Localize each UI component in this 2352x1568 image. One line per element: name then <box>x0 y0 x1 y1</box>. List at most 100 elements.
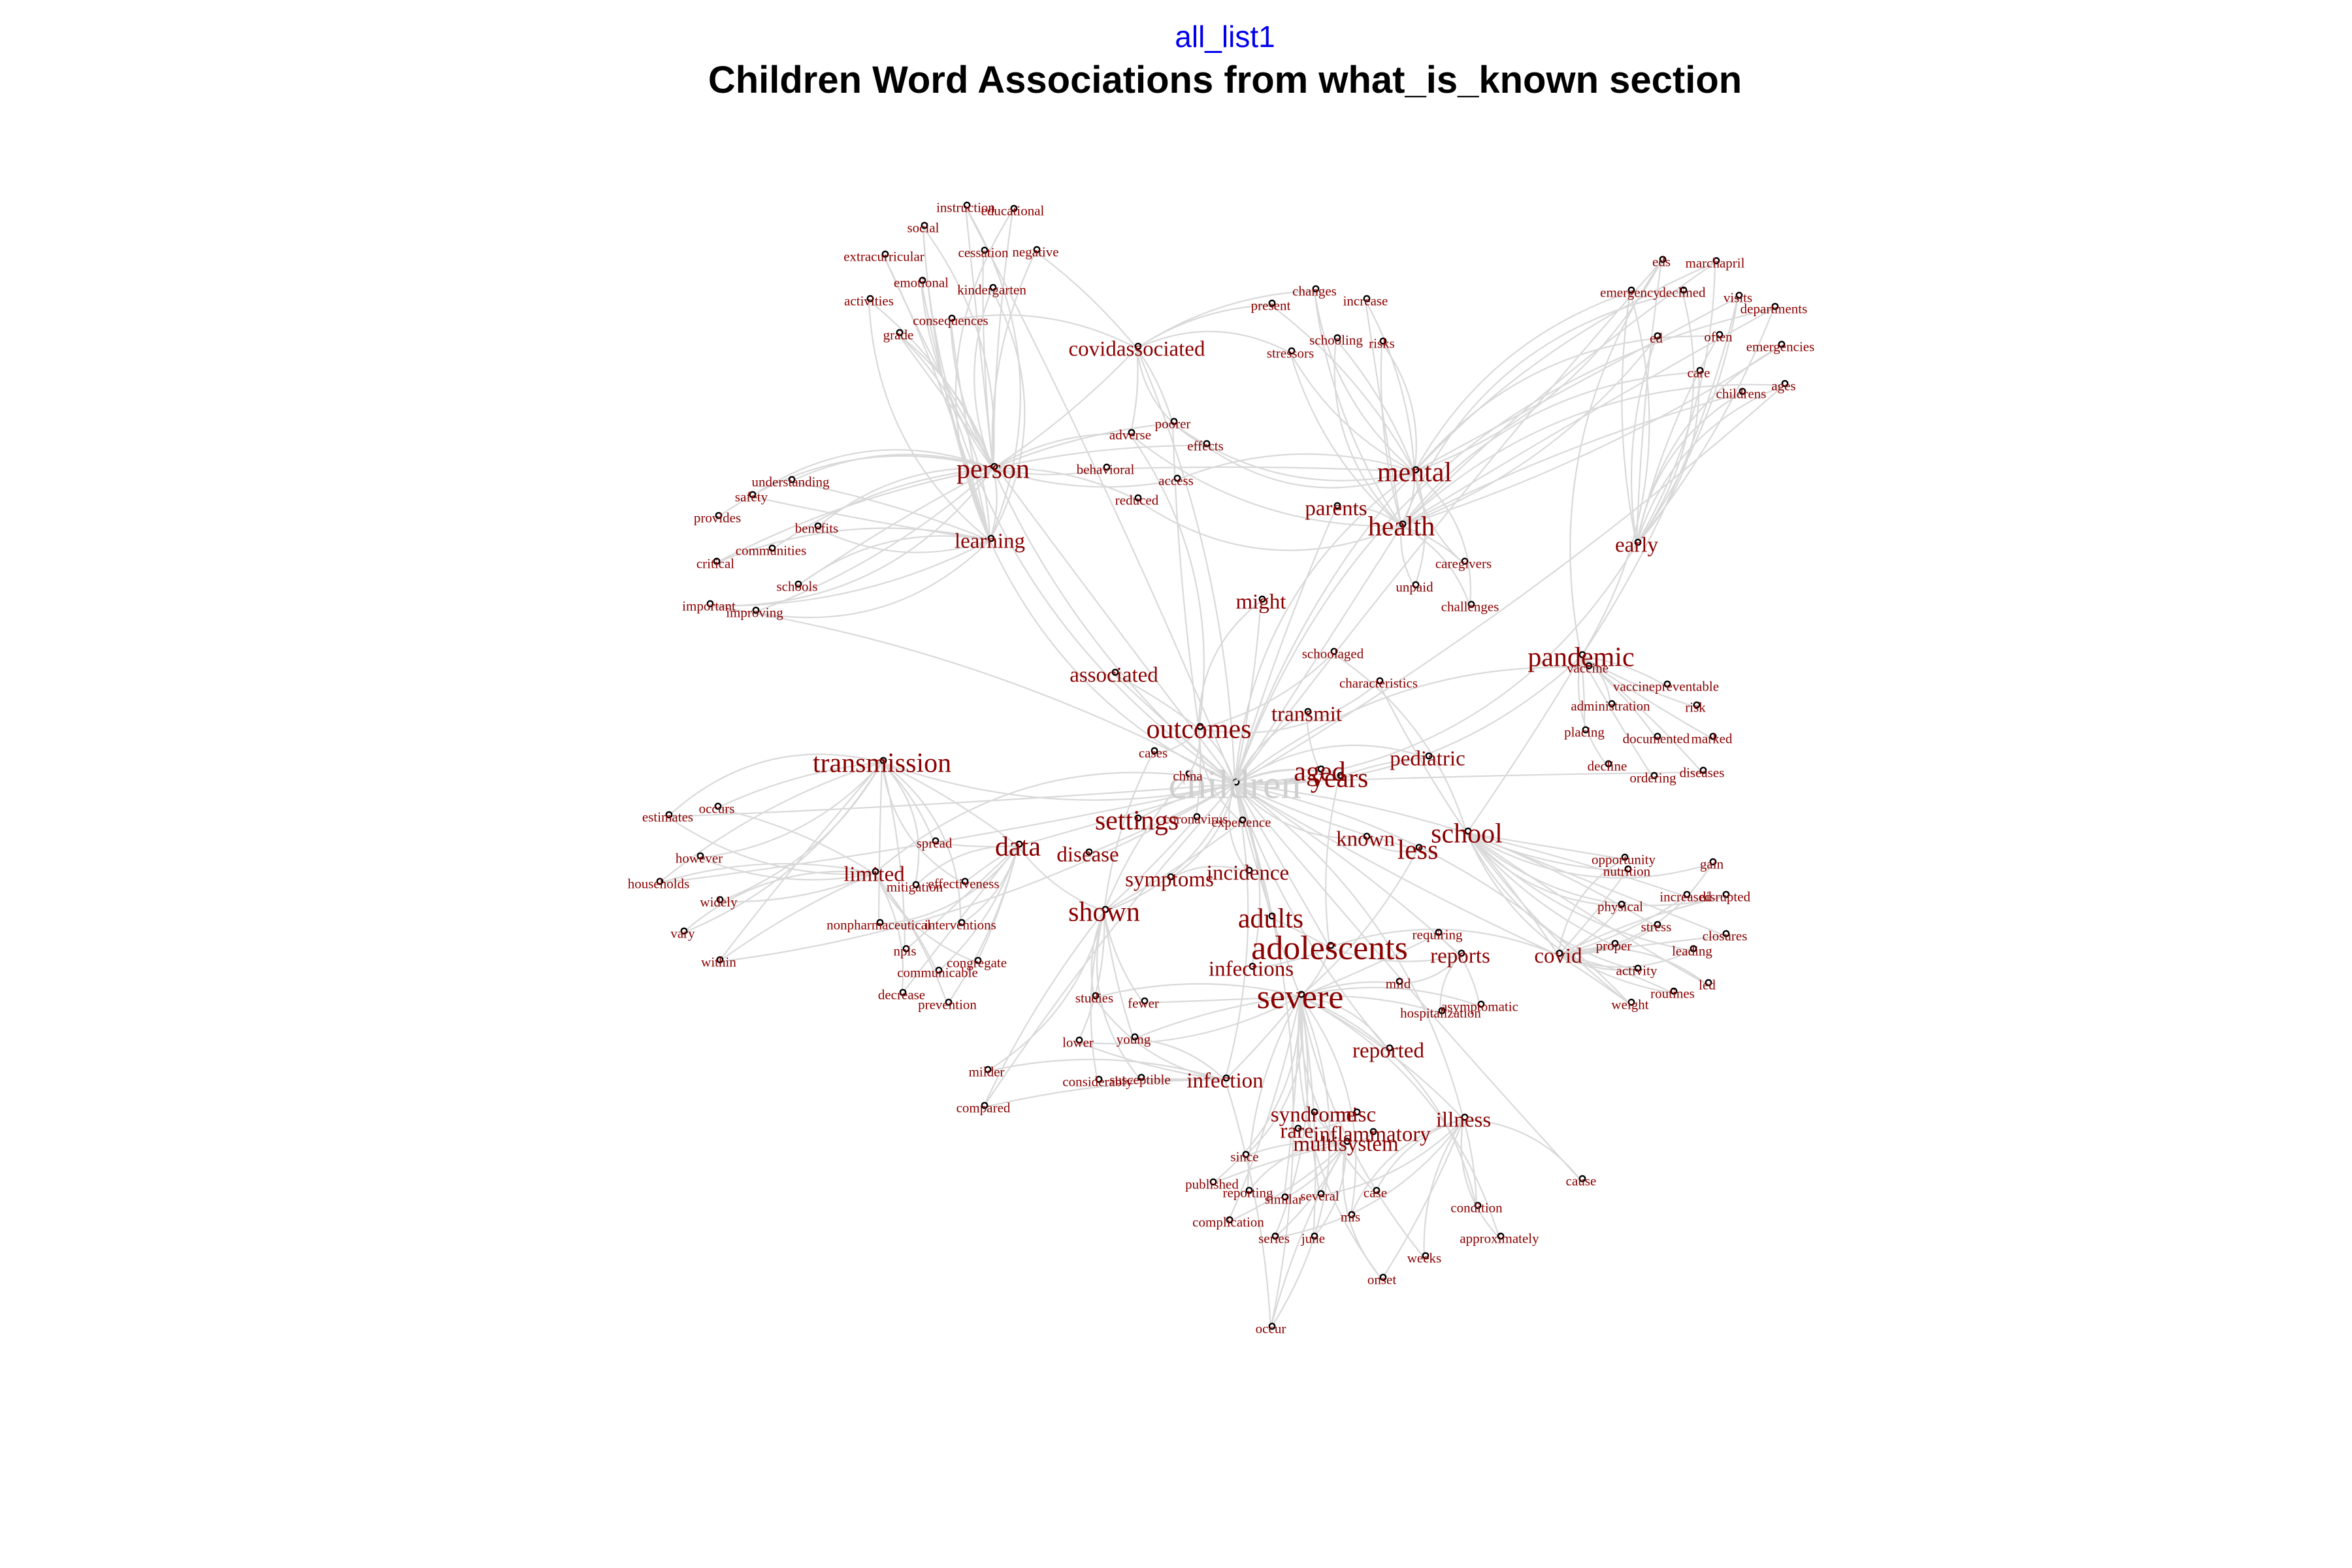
network-edge <box>1460 1119 1500 1239</box>
network-edge <box>914 845 1019 887</box>
word-label: disease <box>1056 843 1119 867</box>
network-edge <box>1136 499 1402 551</box>
network-edge <box>1635 393 1742 545</box>
word-label: similar <box>1265 1191 1303 1207</box>
word-label: studies <box>1075 990 1113 1005</box>
network-node <box>1680 286 1688 294</box>
network-edge <box>754 468 994 613</box>
network-node <box>1634 538 1642 546</box>
network-node <box>665 811 673 819</box>
network-edge <box>1365 300 1416 472</box>
network-node <box>984 1066 992 1073</box>
network-node <box>1722 930 1730 938</box>
network-edge <box>658 783 1235 885</box>
network-node <box>814 522 822 530</box>
network-node <box>714 802 722 810</box>
word-label: june <box>1301 1230 1325 1246</box>
word-label: onset <box>1367 1271 1396 1287</box>
network-edge <box>1136 331 1291 353</box>
word-label: adverse <box>1109 427 1151 442</box>
word-label: coronavirus <box>1163 811 1228 826</box>
network-edge <box>1234 783 1465 1120</box>
word-label: symptoms <box>1125 868 1214 892</box>
network-edge <box>1333 339 1402 527</box>
word-label: physical <box>1597 898 1643 914</box>
network-node <box>990 463 998 470</box>
network-node <box>1137 1073 1145 1081</box>
network-edge <box>881 761 1235 801</box>
network-edge <box>992 433 1131 469</box>
network-node <box>1461 1113 1469 1121</box>
network-node <box>1185 770 1193 777</box>
word-label: complication <box>1192 1214 1264 1230</box>
word-label: leading <box>1672 943 1712 958</box>
word-label: ages <box>1771 378 1795 393</box>
network-node <box>1327 941 1335 949</box>
network-node <box>1128 429 1135 436</box>
word-label: eds <box>1652 253 1671 269</box>
network-edge <box>1580 655 1667 687</box>
network-node <box>1412 581 1420 589</box>
network-edge <box>1233 471 1415 785</box>
network-node <box>1258 595 1266 603</box>
network-edge <box>1250 946 1330 970</box>
network-edge <box>1211 1142 1347 1185</box>
word-label: weeks <box>1407 1250 1441 1266</box>
network-edge <box>1400 525 1415 587</box>
network-edge <box>1414 291 1631 472</box>
network-node <box>1396 977 1403 985</box>
network-node <box>656 877 664 885</box>
word-label: declined <box>1659 284 1706 300</box>
network-edge <box>1462 1119 1478 1208</box>
network-node <box>706 600 714 608</box>
network-node <box>1781 380 1789 387</box>
network-node <box>1578 1175 1586 1183</box>
network-node <box>1716 331 1723 338</box>
network-edge <box>718 872 875 962</box>
word-label: cause <box>1566 1173 1597 1188</box>
word-label: fewer <box>1128 995 1159 1011</box>
word-label: reduced <box>1115 492 1159 508</box>
network-edge <box>1130 434 1402 527</box>
network-node <box>1654 732 1661 740</box>
network-edge <box>718 872 875 903</box>
network-node <box>1709 732 1717 740</box>
network-edge <box>1233 783 1389 1051</box>
word-label: infection <box>1186 1070 1263 1093</box>
word-label: spread <box>917 835 953 851</box>
network-edge <box>1234 666 1588 785</box>
network-edge <box>983 1079 1226 1109</box>
network-edge <box>1172 423 1415 482</box>
network-edge <box>1299 996 1357 1217</box>
network-edge <box>1466 656 1582 834</box>
network-edge <box>1224 1079 1272 1329</box>
network-edge <box>1299 849 1418 997</box>
network-node <box>963 201 971 209</box>
network-node <box>713 557 721 565</box>
network-node <box>1654 921 1661 928</box>
network-edge <box>874 772 1235 874</box>
network-node <box>1373 1186 1380 1194</box>
network-edge <box>1466 832 1712 879</box>
network-edge <box>754 540 990 619</box>
word-label: infections <box>1209 958 1294 981</box>
word-label: placing <box>1564 724 1605 740</box>
network-edge <box>1233 307 1774 785</box>
word-label: children <box>1168 763 1301 808</box>
network-edge <box>1103 775 1188 912</box>
word-label: stressors <box>1267 345 1314 361</box>
word-label: reporting <box>1223 1184 1273 1200</box>
network-edge <box>1401 525 1464 564</box>
word-label: limited <box>843 863 905 887</box>
word-label: young <box>1117 1031 1151 1047</box>
word-label: susceptible <box>1109 1071 1170 1087</box>
network-node <box>1268 912 1276 920</box>
word-label: lower <box>1062 1034 1094 1050</box>
network-node <box>1412 466 1420 474</box>
word-label: households <box>628 875 690 891</box>
network-node <box>1621 853 1629 861</box>
network-node <box>958 919 966 926</box>
network-edge <box>881 762 964 884</box>
network-node <box>896 329 904 336</box>
